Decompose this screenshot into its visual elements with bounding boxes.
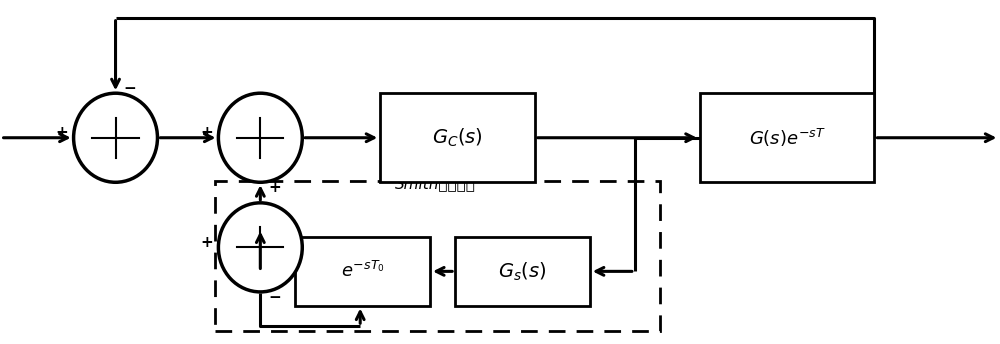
Ellipse shape xyxy=(218,93,302,182)
Text: $G(s)e^{-sT}$: $G(s)e^{-sT}$ xyxy=(749,127,826,149)
Bar xyxy=(455,237,590,305)
Ellipse shape xyxy=(74,93,157,182)
Ellipse shape xyxy=(218,203,302,292)
Text: +: + xyxy=(201,125,213,140)
Text: −: − xyxy=(268,290,281,304)
Text: +: + xyxy=(268,180,281,195)
Text: $e^{-sT_0}$: $e^{-sT_0}$ xyxy=(341,261,385,281)
Bar xyxy=(215,181,660,331)
Text: −: − xyxy=(124,80,136,96)
Text: $G_C(s)$: $G_C(s)$ xyxy=(432,127,483,149)
Text: +: + xyxy=(201,235,213,250)
Bar xyxy=(295,237,430,305)
Bar xyxy=(700,93,874,182)
Text: $G_s(s)$: $G_s(s)$ xyxy=(498,260,547,282)
Text: +: + xyxy=(56,125,69,140)
Text: Smith预估环节: Smith预估环节 xyxy=(395,176,476,191)
Bar xyxy=(380,93,535,182)
